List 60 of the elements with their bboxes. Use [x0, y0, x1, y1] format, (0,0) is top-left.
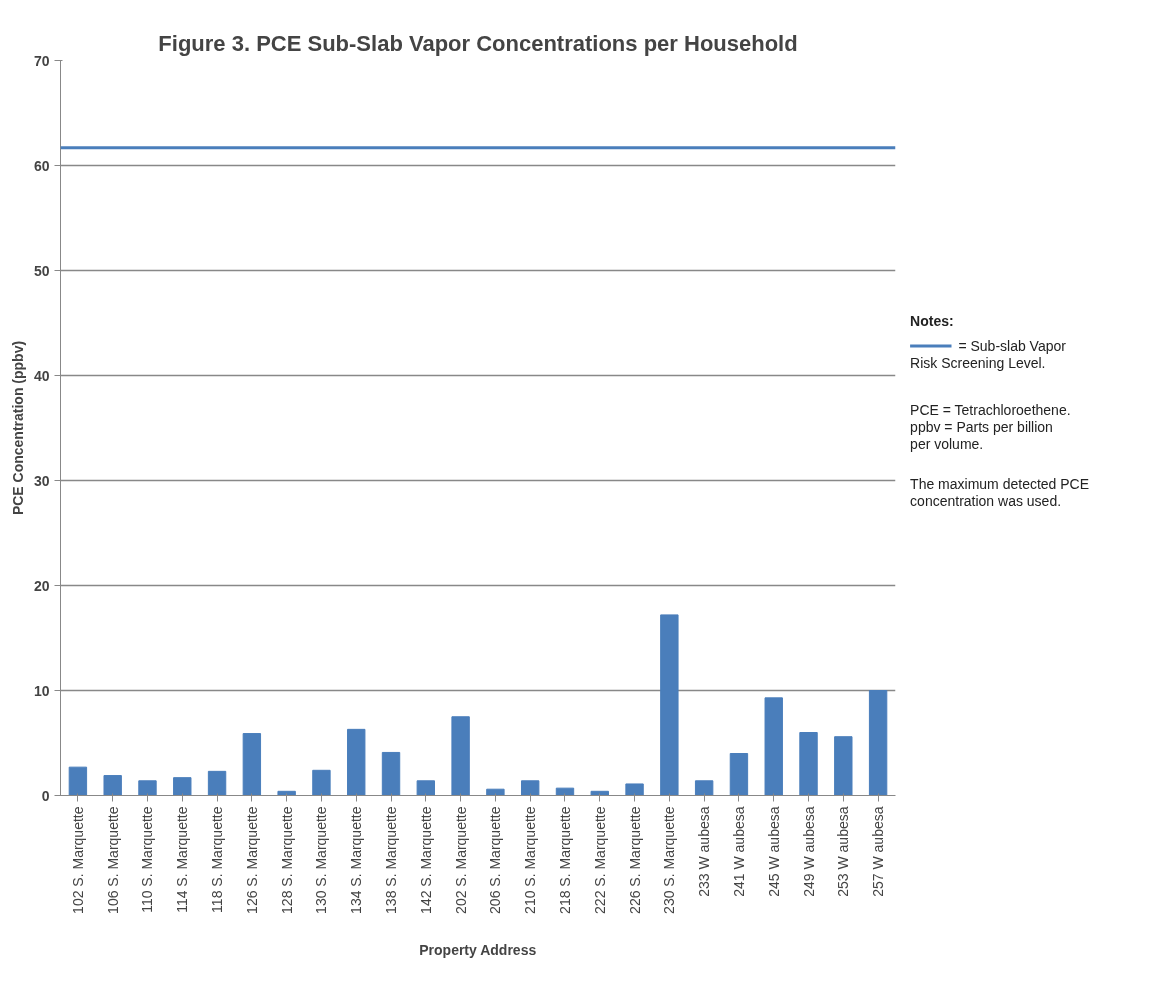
- bar: [694, 780, 714, 796]
- x-tick-label: 218 S. Marquette: [556, 806, 573, 914]
- y-tick-label: 20: [33, 577, 50, 594]
- x-tick-label: 110 S. Marquette: [139, 806, 156, 913]
- x-tick-label: 128 S. Marquette: [278, 806, 295, 914]
- bar: [868, 690, 888, 796]
- x-tick-label: 226 S. Marquette: [626, 806, 643, 914]
- bar: [729, 753, 749, 796]
- x-tick-label: 138 S. Marquette: [383, 806, 400, 914]
- chart-title: Figure 3. PCE Sub-Slab Vapor Concentrations per Household: [158, 30, 798, 56]
- y-tick-label: 10: [33, 682, 50, 699]
- y-tick-label: 40: [33, 367, 50, 384]
- bar: [173, 777, 192, 796]
- x-tick-label: 202 S. Marquette: [452, 806, 469, 914]
- text: PCE = Tetrachloroethene. ppbv = Parts per billion per volume.: [910, 402, 1071, 453]
- y-axis-title: PCE Concentration (ppbv): [9, 340, 26, 516]
- bar: [451, 716, 470, 796]
- x-tick-label: 233 W aubesa: [696, 806, 713, 897]
- x-tick-label: 230 S. Marquette: [661, 806, 678, 914]
- bar: [312, 769, 331, 796]
- y-tick-label: 30: [33, 472, 50, 489]
- x-tick-label: 253 W aubesa: [835, 806, 852, 897]
- bar: [242, 733, 262, 796]
- bar: [486, 788, 505, 796]
- x-tick-label: 245 W aubesa: [765, 806, 782, 897]
- x-tick-label: 130 S. Marquette: [313, 806, 330, 914]
- bar: [381, 751, 401, 796]
- x-tick-label: 222 S. Marquette: [591, 806, 608, 914]
- x-tick-label: 126 S. Marquette: [243, 806, 260, 914]
- bar: [660, 614, 679, 796]
- x-tick-label: 106 S. Marquette: [104, 806, 121, 914]
- bar: [416, 780, 436, 796]
- x-tick-label: 142 S. Marquette: [417, 806, 434, 914]
- bar: [138, 780, 157, 796]
- y-tick-label: 70: [33, 52, 50, 69]
- y-tick-label: 60: [33, 157, 50, 174]
- bar: [68, 766, 88, 796]
- x-tick-label: 241 W aubesa: [730, 806, 747, 897]
- x-tick-label: 102 S. Marquette: [69, 806, 86, 914]
- x-tick-label: 210 S. Marquette: [522, 806, 539, 914]
- x-tick-label: 114 S. Marquette: [174, 806, 191, 913]
- x-tick-label: 206 S. Marquette: [487, 806, 504, 914]
- bar: [347, 728, 366, 796]
- bar: [207, 770, 227, 796]
- legend-label: = Sub-slab Vapor Risk Screening Level.: [910, 338, 1067, 371]
- x-tick-label: 249 W aubesa: [800, 806, 817, 897]
- bar: [625, 783, 644, 796]
- x-axis-title: Property Address: [419, 941, 537, 958]
- y-tick-label: 0: [41, 787, 50, 804]
- bar: [834, 736, 853, 796]
- bar: [764, 697, 783, 796]
- text: The maximum detected PCE concentration was used.: [910, 475, 1090, 509]
- text: Notes:: [910, 312, 954, 329]
- bar: [103, 775, 122, 796]
- x-tick-label: 118 S. Marquette: [209, 806, 226, 913]
- bar: [799, 732, 818, 796]
- y-tick-label: 50: [33, 262, 50, 279]
- bar: [520, 780, 540, 796]
- x-tick-label: 134 S. Marquette: [348, 806, 365, 914]
- x-tick-label: 257 W aubesa: [870, 806, 887, 897]
